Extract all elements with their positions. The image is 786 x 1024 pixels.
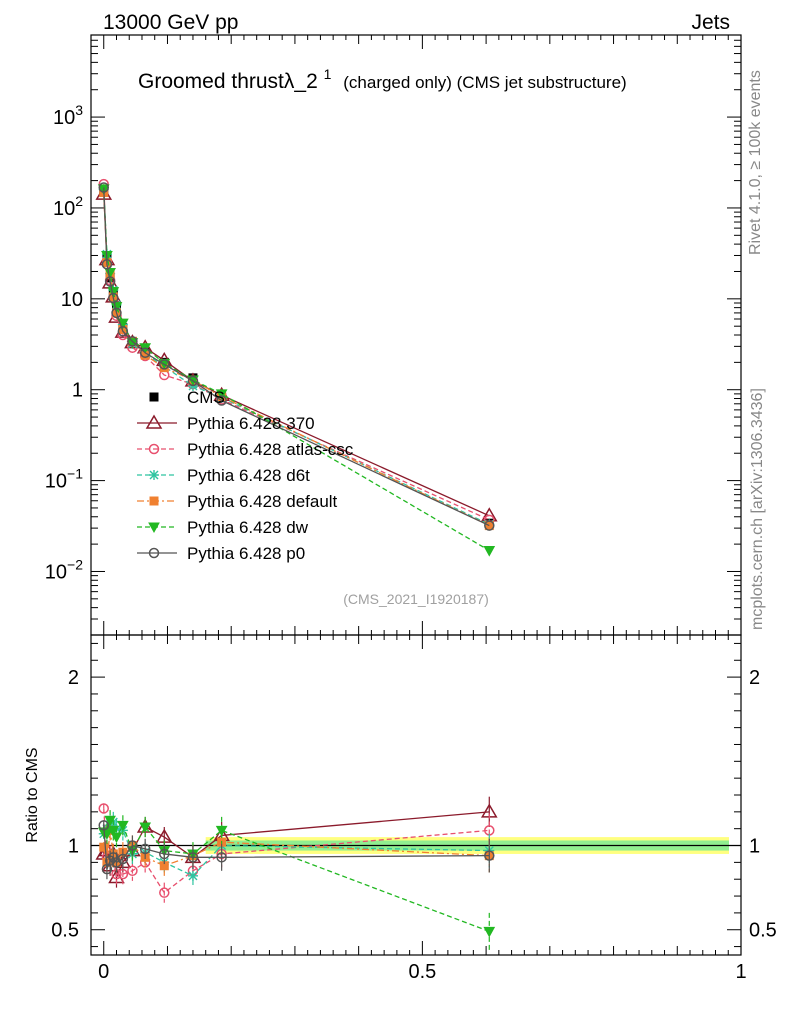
- legend-label-CMS: CMS: [187, 388, 225, 407]
- header-right: Jets: [691, 11, 730, 34]
- ratio-point-p0: [484, 850, 495, 861]
- chart-title-sup: 1: [324, 66, 332, 82]
- ratio-frame: [90, 634, 742, 956]
- ratio-xtick-label: 0: [98, 961, 109, 983]
- legend-marker-d6t: [149, 470, 159, 480]
- analysis-watermark: (CMS_2021_I1920187): [343, 591, 489, 607]
- chart-title-main: Groomed thrustλ_2: [138, 70, 318, 93]
- ratio-point-p0: [104, 855, 116, 866]
- chart-title-suffix: (charged only) (CMS jet substructure): [343, 73, 626, 92]
- main-point-p0: [127, 336, 138, 347]
- main-ytick-label: 10−2: [45, 556, 83, 583]
- ratio-ytick-label-right: 2: [749, 667, 760, 689]
- legend-marker-CMS: [149, 392, 159, 402]
- main-point-p0: [98, 182, 109, 193]
- legend-marker-p370: [145, 414, 163, 429]
- ratio-ytick-label: 1: [68, 836, 79, 858]
- main-point-dw: [483, 546, 496, 557]
- legend-marker-p0: [148, 547, 160, 559]
- legend-label-dw: Pythia 6.428 dw: [187, 518, 309, 537]
- legend-marker-default: [149, 496, 159, 506]
- main-point-p0: [108, 292, 119, 304]
- ratio-point-p0: [187, 852, 199, 863]
- ratio-point-atlas: [117, 868, 129, 880]
- main-ytick-label: 102: [53, 193, 83, 220]
- ratio-point-p0: [139, 843, 151, 855]
- main-point-dw: [110, 302, 123, 313]
- chart-title: Groomed thrustλ_2 1 (charged only) (CMS …: [138, 61, 627, 93]
- ratio-ytick-label-right: 0.5: [749, 920, 777, 942]
- ratio-point-atlas: [159, 887, 170, 898]
- main-point-p0: [111, 307, 122, 319]
- main-point-p0: [187, 375, 199, 387]
- legend-label-atlas: Pythia 6.428 atlas-csc: [187, 440, 354, 459]
- legend-marker-d6t-stroke: [149, 470, 159, 480]
- ratio-point-atlas: [98, 803, 109, 814]
- ratio-point-dw: [483, 926, 496, 938]
- ratio-point-p0: [98, 820, 109, 831]
- ratio-point-d6t-stroke: [188, 871, 198, 881]
- ratio-point-p0: [111, 857, 122, 868]
- main-panel: 10−2 10−1 1 10 102 103: [45, 34, 742, 636]
- header-left: 13000 GeV pp: [103, 11, 238, 34]
- ratio-point-dw: [215, 825, 228, 837]
- ratio-line-dw: [103, 817, 490, 933]
- main-point-p0: [104, 276, 116, 287]
- ratio-point-p0: [127, 840, 138, 851]
- mcplots-label: mcplots.cern.ch [arXiv:1306.3436]: [749, 388, 766, 630]
- main-point-dw: [215, 389, 228, 400]
- ratio-point-p0: [117, 853, 129, 865]
- ratio-ylabel: Ratio to CMS: [24, 747, 41, 842]
- ratio-xtick-label: 0.5: [408, 961, 436, 983]
- legend-label-p370: Pythia 6.428 370: [187, 414, 315, 433]
- ratio-xtick-label: 1: [735, 961, 746, 983]
- main-point-p0: [159, 359, 170, 370]
- ratio-panel: 0 0.5 10.5 0.51 12 2: [51, 635, 777, 983]
- main-ytick-label: 10−1: [45, 466, 83, 493]
- ratio-point-dw: [110, 832, 123, 844]
- rivet-label: Rivet 4.1.0, ≥ 100k events: [747, 70, 764, 255]
- ratio-point-default: [99, 842, 109, 852]
- ratio-point-d6t: [187, 870, 198, 881]
- ratio-point-dw: [139, 822, 152, 834]
- legend-marker-atlas: [148, 443, 160, 455]
- legend-label-d6t: Pythia 6.428 d6t: [187, 466, 310, 485]
- main-ytick-label: 103: [53, 102, 83, 129]
- main-point-p0: [117, 325, 129, 337]
- ratio-point-atlas: [127, 865, 138, 877]
- ratio-point-p0: [216, 852, 227, 863]
- ratio-point-p0: [159, 848, 170, 860]
- ratio-point-dw: [117, 820, 129, 832]
- legend-marker-dw: [148, 522, 160, 534]
- legend: CMS Pythia 6.428 370 Pythia 6.428 atlas-cs…: [137, 388, 354, 563]
- main-ytick-label: 10: [61, 289, 83, 311]
- main-point-p0: [101, 259, 113, 270]
- ratio-ytick-label-right: 1: [749, 836, 760, 858]
- main-point-dw: [107, 287, 120, 298]
- main-point-p0: [216, 395, 227, 406]
- main-point-p0: [484, 520, 495, 531]
- ratio-ytick-label: 0.5: [51, 920, 79, 942]
- main-point-p0: [139, 347, 151, 359]
- ratio-point-dw: [104, 815, 116, 827]
- ratio-ytick-label: 2: [68, 667, 79, 689]
- legend-label-p0: Pythia 6.428 p0: [187, 544, 305, 563]
- legend-label-default: Pythia 6.428 default: [187, 492, 338, 511]
- ratio-point-dw: [107, 825, 120, 837]
- main-line-p0: [103, 187, 490, 527]
- main-ytick-label: 1: [72, 380, 83, 402]
